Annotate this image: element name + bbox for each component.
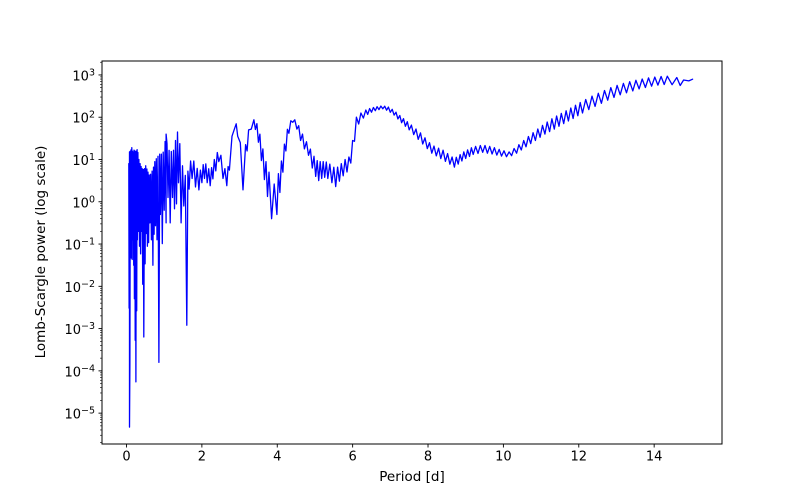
x-tick-label: 6 [348, 450, 356, 465]
y-tick-label: 10−3 [64, 321, 95, 338]
y-tick-label: 10−2 [64, 279, 95, 296]
y-tick-label: 100 [72, 194, 95, 211]
periodogram-curve [128, 75, 694, 428]
x-tick-label: 0 [122, 450, 130, 465]
y-tick-label: 10−5 [64, 406, 95, 423]
y-axis-label: Lomb-Scargle power (log scale) [33, 146, 49, 359]
y-tick-label: 103 [72, 67, 95, 84]
y-tick-label: 101 [72, 152, 95, 169]
y-tick-label: 10−1 [64, 237, 95, 254]
axes-layer: 0 2 4 6 8 10 12 14 103 102 101 100 10−1 10−2 10−3 10−4 1… [64, 60, 723, 465]
x-tick-label: 14 [646, 450, 663, 465]
x-tick-label: 12 [571, 450, 588, 465]
x-tick-label: 4 [273, 450, 281, 465]
x-tick-label: 2 [198, 450, 206, 465]
y-tick-label: 102 [72, 110, 95, 127]
series-layer [128, 75, 694, 428]
y-tick-label: 10−4 [64, 363, 95, 380]
x-tick-label: 10 [495, 450, 512, 465]
x-tick-label: 8 [424, 450, 432, 465]
x-axis-label: Period [d] [379, 469, 445, 485]
plot-border [101, 60, 723, 445]
